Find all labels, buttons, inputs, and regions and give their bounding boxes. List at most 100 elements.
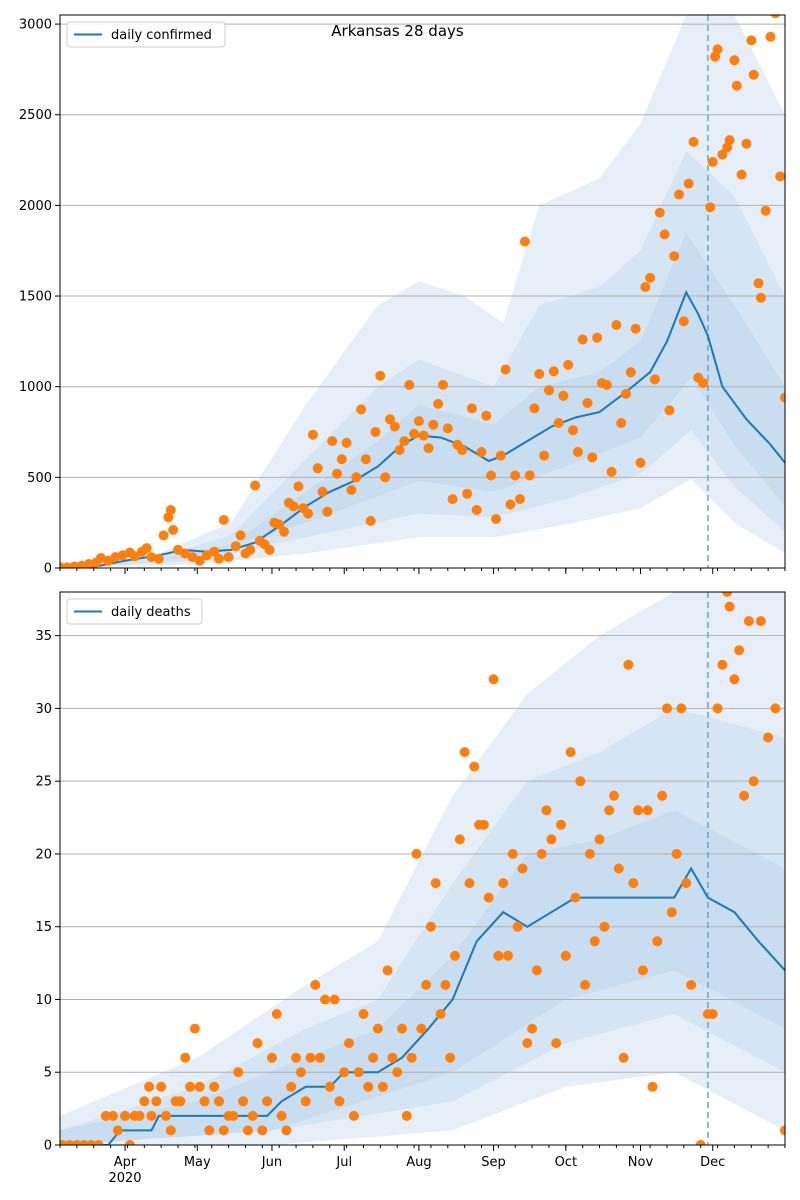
x-tick-label: Aug: [406, 1155, 431, 1170]
data-point: [712, 703, 723, 714]
data-point: [421, 979, 432, 990]
data-point: [134, 1110, 145, 1121]
data-point: [541, 805, 552, 816]
data-point: [544, 385, 554, 396]
data-point: [676, 703, 687, 714]
data-point: [214, 1096, 224, 1107]
data-point: [317, 486, 328, 497]
data-point: [262, 1096, 273, 1107]
x-tick-label: Dec: [700, 1155, 725, 1170]
y-tick-label: 20: [35, 847, 52, 862]
data-point: [705, 202, 716, 213]
data-point: [271, 1009, 282, 1019]
data-point: [382, 965, 393, 976]
data-point: [635, 457, 646, 468]
axes-frame: [59, 591, 786, 1146]
data-point: [698, 378, 709, 389]
x-tick-label: Oct: [555, 1155, 577, 1170]
data-point: [233, 1067, 244, 1078]
data-point: [368, 1052, 379, 1063]
data-point: [307, 429, 318, 440]
data-point: [775, 171, 785, 182]
data-point: [519, 236, 530, 247]
data-point: [548, 366, 559, 377]
data-point: [493, 950, 504, 961]
data-point: [409, 428, 420, 439]
data-point: [503, 950, 513, 961]
data-point: [339, 1067, 350, 1078]
data-point: [707, 156, 718, 167]
data-point: [592, 332, 603, 343]
confidence-band-mid: [60, 708, 785, 1145]
data-point: [320, 994, 330, 1005]
data-point: [739, 790, 750, 801]
data-point: [334, 1096, 345, 1107]
data-point: [418, 430, 429, 441]
data-point: [454, 834, 465, 845]
y-tick-label: 25: [35, 775, 52, 790]
data-point: [657, 790, 668, 801]
data-point: [158, 530, 169, 541]
data-point: [565, 747, 576, 758]
data-point: [423, 443, 434, 454]
data-point: [276, 1110, 287, 1121]
data-point: [214, 553, 224, 564]
data-point: [642, 805, 653, 816]
data-point: [611, 320, 622, 330]
data-point: [495, 450, 506, 461]
data-point: [161, 1110, 171, 1121]
data-point: [462, 488, 473, 499]
data-point: [731, 80, 742, 91]
chart-title: Arkansas 28 days: [331, 22, 464, 40]
x-tick-label: May: [184, 1155, 211, 1170]
data-point: [348, 1110, 359, 1121]
data-point: [438, 379, 448, 390]
data-point: [734, 645, 745, 656]
data-point: [305, 1052, 316, 1063]
data-point: [534, 369, 545, 379]
data-point: [230, 541, 241, 552]
data-point: [613, 863, 624, 874]
data-point: [447, 494, 458, 505]
data-point: [223, 552, 234, 563]
y-tick-label: 0: [44, 1139, 52, 1154]
x-tick-label: Jun: [261, 1155, 282, 1170]
data-point: [587, 452, 598, 463]
data-point: [344, 1038, 354, 1049]
data-point: [637, 965, 648, 976]
data-point: [524, 470, 535, 481]
data-point: [139, 1096, 150, 1107]
data-point: [247, 1110, 258, 1121]
data-point: [440, 979, 451, 990]
data-point: [717, 659, 728, 670]
confirmed-panel: 0 500 1000 1500 2000 2500 3000 Arkansas 28 days…: [19, 14, 786, 577]
y-tick-label: 500: [27, 471, 52, 486]
data-point: [153, 553, 164, 564]
data-point: [580, 979, 591, 990]
data-point: [577, 334, 588, 345]
data-point: [553, 418, 564, 428]
data-point: [570, 892, 581, 903]
data-point: [146, 1110, 157, 1121]
data-point: [652, 936, 663, 947]
data-point: [563, 359, 574, 370]
data-point: [748, 776, 759, 787]
data-point: [729, 674, 740, 685]
data-point: [748, 69, 759, 80]
data-point: [151, 1096, 162, 1107]
data-point: [194, 1081, 205, 1092]
axes-frame: [59, 14, 786, 569]
data-point: [662, 703, 672, 714]
data-point: [609, 790, 619, 801]
data-point: [512, 921, 523, 932]
data-point: [457, 445, 468, 456]
data-point: [175, 1096, 186, 1107]
data-point: [141, 543, 152, 554]
data-point: [688, 136, 699, 147]
data-point: [327, 436, 338, 447]
data-point: [729, 55, 740, 66]
data-point: [346, 485, 357, 495]
legend-box: [66, 21, 226, 48]
data-point: [242, 1125, 253, 1136]
x-tick-label: Apr: [114, 1155, 137, 1170]
